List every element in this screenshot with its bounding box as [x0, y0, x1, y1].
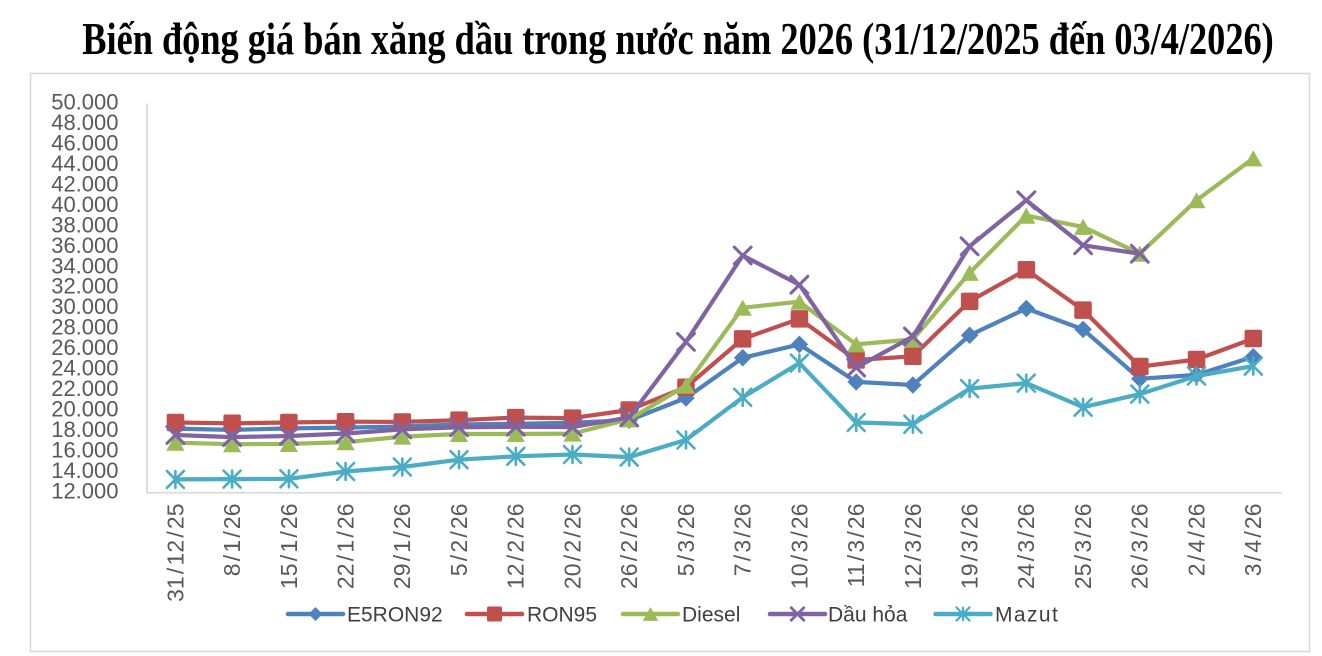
svg-text:28.000: 28.000 [51, 315, 118, 340]
svg-text:20/2/26: 20/2/26 [559, 504, 585, 590]
svg-text:3/4/26: 3/4/26 [1240, 504, 1266, 577]
svg-text:5/3/26: 5/3/26 [673, 504, 699, 577]
svg-text:26/3/26: 26/3/26 [1127, 504, 1153, 590]
svg-text:8/1/26: 8/1/26 [219, 504, 245, 577]
svg-text:11/3/26: 11/3/26 [843, 504, 869, 588]
svg-text:5/2/26: 5/2/26 [446, 504, 472, 577]
svg-text:24.000: 24.000 [51, 356, 118, 381]
svg-text:25/3/26: 25/3/26 [1070, 504, 1096, 590]
svg-text:44.000: 44.000 [51, 151, 118, 176]
svg-text:12/3/26: 12/3/26 [900, 504, 926, 590]
svg-text:42.000: 42.000 [51, 171, 118, 196]
svg-text:20.000: 20.000 [51, 397, 118, 422]
svg-text:2/4/26: 2/4/26 [1183, 504, 1209, 577]
svg-text:32.000: 32.000 [51, 274, 118, 299]
svg-text:24/3/26: 24/3/26 [1013, 504, 1039, 590]
svg-text:22.000: 22.000 [51, 376, 118, 401]
svg-text:40.000: 40.000 [51, 192, 118, 217]
svg-text:E5RON92: E5RON92 [347, 603, 443, 626]
svg-text:46.000: 46.000 [51, 131, 118, 156]
svg-text:26/2/26: 26/2/26 [616, 504, 642, 590]
svg-text:15/1/26: 15/1/26 [276, 504, 302, 590]
svg-text:50.000: 50.000 [51, 90, 118, 115]
svg-text:29/1/26: 29/1/26 [389, 504, 415, 590]
svg-text:7/3/26: 7/3/26 [730, 504, 756, 577]
svg-text:10/3/26: 10/3/26 [786, 504, 812, 590]
svg-text:34.000: 34.000 [51, 253, 118, 278]
svg-text:12.000: 12.000 [51, 478, 118, 503]
svg-text:RON95: RON95 [527, 603, 597, 626]
svg-text:14.000: 14.000 [51, 458, 118, 483]
svg-text:Dầu hỏa: Dầu hỏa [828, 603, 908, 626]
svg-text:30.000: 30.000 [51, 294, 118, 319]
svg-text:19/3/26: 19/3/26 [957, 504, 983, 590]
svg-text:38.000: 38.000 [51, 212, 118, 237]
svg-text:48.000: 48.000 [51, 110, 118, 135]
svg-text:31/12/25: 31/12/25 [162, 504, 188, 602]
svg-text:Diesel: Diesel [682, 603, 740, 626]
svg-text:36.000: 36.000 [51, 233, 118, 258]
svg-text:26.000: 26.000 [51, 335, 118, 360]
svg-text:Mazut: Mazut [995, 603, 1059, 626]
svg-text:22/1/26: 22/1/26 [333, 504, 359, 590]
svg-text:18.000: 18.000 [51, 417, 118, 442]
svg-text:12/2/26: 12/2/26 [503, 504, 529, 590]
svg-text:16.000: 16.000 [51, 437, 118, 462]
